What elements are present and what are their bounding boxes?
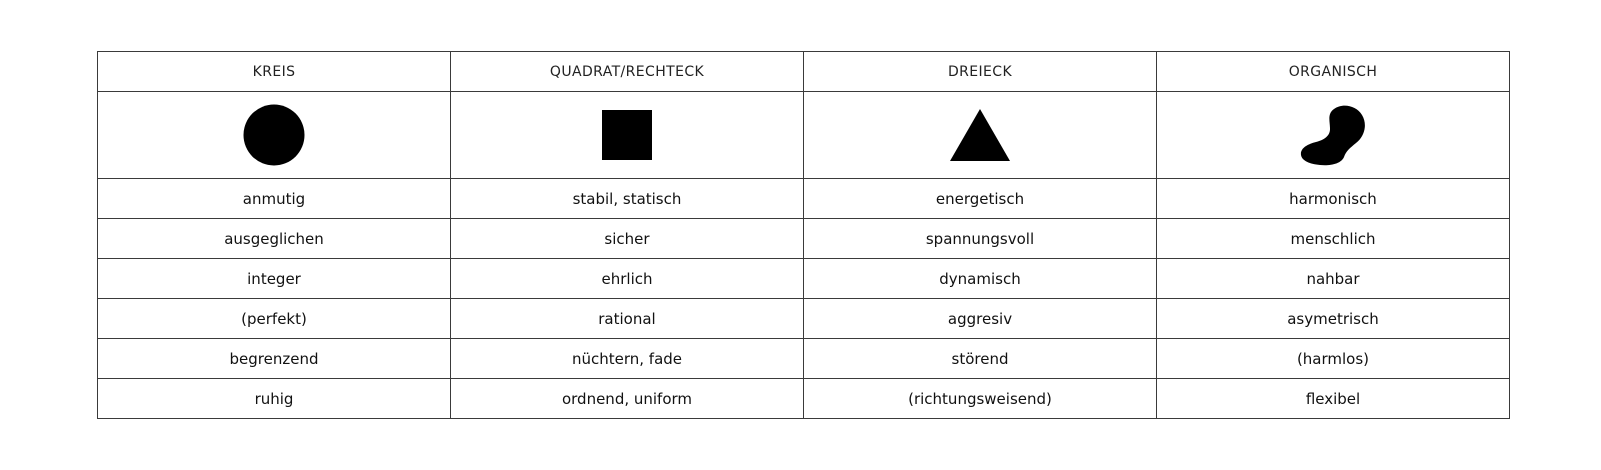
table-cell: ordnend, uniform [450, 378, 804, 419]
table-cell: (richtungsweisend) [803, 378, 1157, 419]
table-cell: sicher [450, 218, 804, 259]
shape-cell-quadrat [450, 91, 804, 179]
shape-attributes-table: KREIS QUADRAT/RECHTECK DREIECK ORGANISCH [97, 51, 1510, 419]
table-cell: ehrlich [450, 258, 804, 299]
table-row: begrenzend nüchtern, fade störend (harml… [97, 338, 1510, 379]
square-icon [602, 110, 652, 160]
table-cell: ausgeglichen [97, 218, 451, 259]
table-cell: (perfekt) [97, 298, 451, 339]
table-cell: aggresiv [803, 298, 1157, 339]
table-row: integer ehrlich dynamisch nahbar [97, 258, 1510, 299]
table-cell: rational [450, 298, 804, 339]
column-header-quadrat-rechteck: QUADRAT/RECHTECK [450, 51, 804, 92]
shape-cell-organisch [1156, 91, 1510, 179]
table-cell: spannungsvoll [803, 218, 1157, 259]
table-cell: anmutig [97, 178, 451, 219]
table-cell: ruhig [97, 378, 451, 419]
table-row: ausgeglichen sicher spannungsvoll mensch… [97, 218, 1510, 259]
table-cell: nüchtern, fade [450, 338, 804, 379]
table-cell: harmonisch [1156, 178, 1510, 219]
table-cell: flexibel [1156, 378, 1510, 419]
table-cell: (harmlos) [1156, 338, 1510, 379]
column-header-organisch: ORGANISCH [1156, 51, 1510, 92]
table-cell: nahbar [1156, 258, 1510, 299]
table-cell: integer [97, 258, 451, 299]
table-row: (perfekt) rational aggresiv asymetrisch [97, 298, 1510, 339]
triangle-icon [950, 109, 1010, 161]
table-cell: dynamisch [803, 258, 1157, 299]
table-cell: menschlich [1156, 218, 1510, 259]
shape-cell-kreis [97, 91, 451, 179]
table-cell: begrenzend [97, 338, 451, 379]
shape-row [97, 91, 1510, 179]
circle-icon [243, 104, 305, 166]
table-cell: störend [803, 338, 1157, 379]
table-cell: energetisch [803, 178, 1157, 219]
table-row: anmutig stabil, statisch energetisch har… [97, 178, 1510, 219]
shape-cell-dreieck [803, 91, 1157, 179]
column-header-dreieck: DREIECK [803, 51, 1157, 92]
table-cell: stabil, statisch [450, 178, 804, 219]
column-header-kreis: KREIS [97, 51, 451, 92]
header-row: KREIS QUADRAT/RECHTECK DREIECK ORGANISCH [97, 51, 1510, 92]
table-row: ruhig ordnend, uniform (richtungsweisend… [97, 378, 1510, 419]
table-cell: asymetrisch [1156, 298, 1510, 339]
organic-blob-icon [1300, 105, 1365, 166]
